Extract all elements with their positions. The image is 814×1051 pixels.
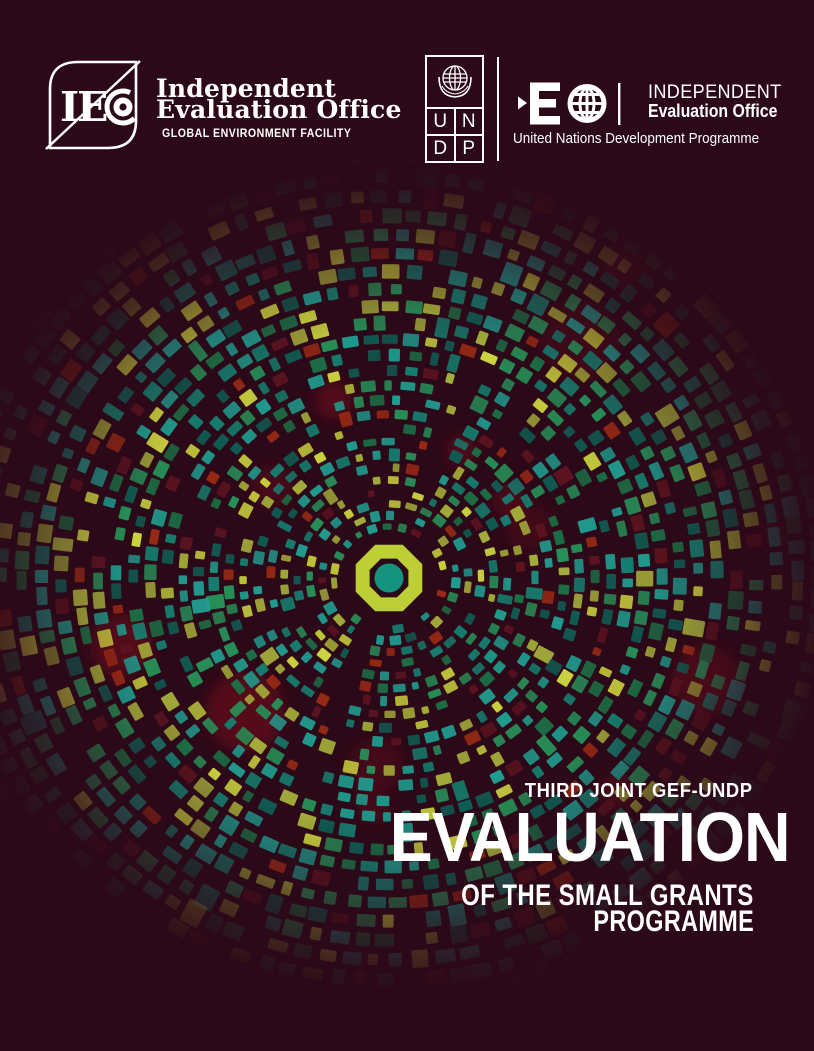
undp-letter-p: P bbox=[453, 136, 483, 161]
undp-letter-n: N bbox=[453, 109, 483, 134]
gef-ieo-wordmark-line2: Evaluation Office bbox=[156, 95, 402, 124]
gef-ieo-acronym: IE bbox=[60, 83, 107, 131]
gef-ieo-subtitle: GLOBAL ENVIRONMENT FACILITY bbox=[162, 126, 352, 140]
eo-globe-icon bbox=[567, 84, 607, 123]
eo-divider-bar bbox=[618, 83, 621, 125]
eo-arrow-icon bbox=[518, 96, 527, 110]
title-main: EVALUATION bbox=[390, 798, 791, 876]
eo-letter-e bbox=[530, 82, 560, 125]
undp-letter-u: U bbox=[433, 111, 448, 132]
undp-letter-row-2: D P bbox=[427, 134, 482, 161]
gef-ieo-wordmark: Independent Evaluation Office bbox=[156, 76, 402, 124]
undp-letter-row-1: U N bbox=[427, 107, 482, 134]
logo-divider bbox=[497, 57, 499, 161]
undp-letter-d: D bbox=[433, 138, 448, 159]
undp-logo: U N D P bbox=[425, 55, 484, 163]
un-emblem-icon bbox=[427, 57, 482, 107]
undp-ieo-subtitle: United Nations Development Programme bbox=[513, 130, 760, 147]
undp-ieo-line2: Evaluation Office bbox=[648, 101, 778, 121]
eo-logo-mark bbox=[518, 82, 621, 125]
title-sub-line2: PROGRAMME bbox=[593, 905, 754, 938]
gef-ieo-logo-mark: IE bbox=[45, 60, 142, 150]
